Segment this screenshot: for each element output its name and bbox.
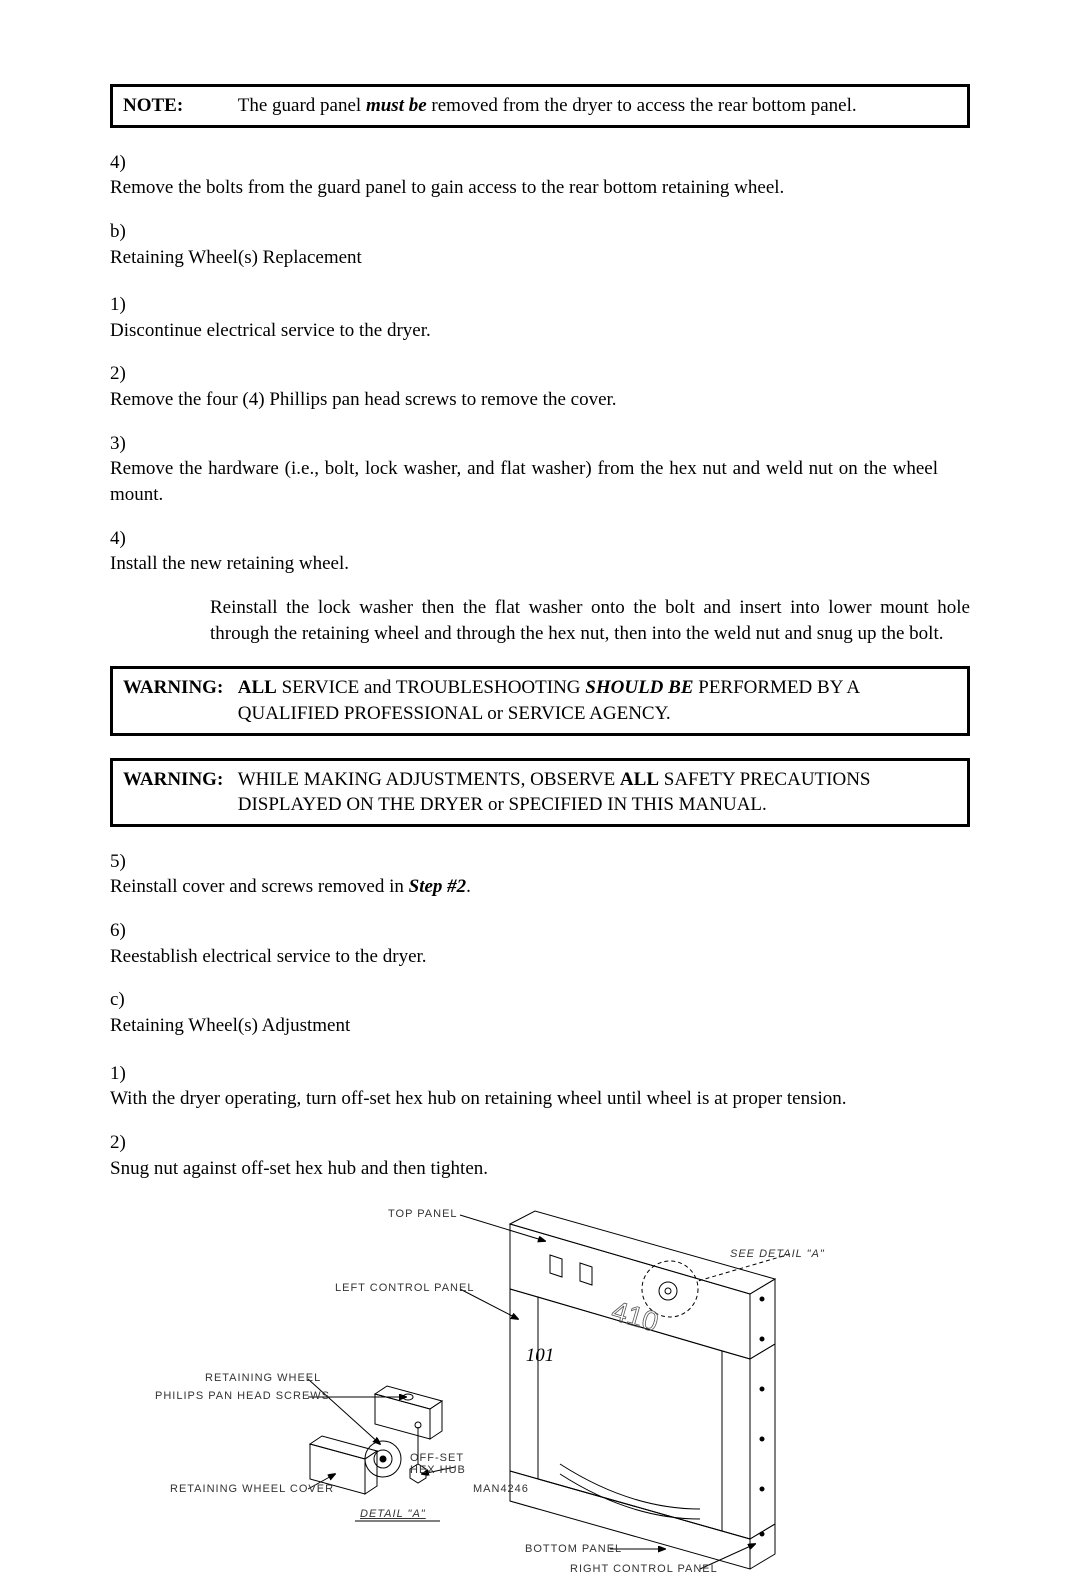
page-number: 101	[0, 1343, 1080, 1369]
sec-b-s4-num: 4)	[110, 526, 138, 552]
w1-l1-post: PERFORMED BY A	[694, 677, 861, 698]
sec-b-s6-num: 6)	[110, 918, 138, 944]
sec-b-s1-text: Discontinue electrical service to the dr…	[110, 318, 938, 344]
w1-l1-emph: SHOULD BE	[585, 677, 693, 698]
sec-b-s6-text: Reestablish electrical service to the dr…	[110, 944, 938, 970]
sec-b-s3-num: 3)	[110, 431, 138, 457]
sec-b-s3-text: Remove the hardware (i.e., bolt, lock wa…	[110, 456, 938, 507]
sec-b-s2-num: 2)	[110, 361, 138, 387]
sec-b-heading: b) Retaining Wheel(s) Replacement	[110, 219, 970, 270]
sec-a-step4-num: 4)	[110, 150, 138, 176]
sec-b-head-num: b)	[110, 219, 138, 245]
s5-emph: Step #2	[409, 876, 467, 897]
fig-right-control: RIGHT CONTROL PANEL	[570, 1562, 718, 1577]
s5-pre: Reinstall cover and screws removed in	[110, 876, 409, 897]
page: NOTE: The guard panel must be removed fr…	[0, 0, 1080, 1397]
fig-bottom-panel: BOTTOM PANEL	[525, 1542, 622, 1557]
sec-c-step1: 1) With the dryer operating, turn off-se…	[110, 1061, 970, 1112]
warning2-label: WARNING:	[123, 767, 233, 793]
sec-b-s5-num: 5)	[110, 849, 138, 875]
sec-b-step2: 2) Remove the four (4) Phillips pan head…	[110, 361, 970, 412]
sec-c-heading: c) Retaining Wheel(s) Adjustment	[110, 987, 970, 1038]
sec-b-s4-text: Install the new retaining wheel.	[110, 551, 938, 577]
sec-b-step3: 3) Remove the hardware (i.e., bolt, lock…	[110, 431, 970, 508]
sec-b-s4-para: Reinstall the lock washer then the flat …	[210, 595, 970, 646]
fig-detail-a: DETAIL "A"	[360, 1507, 426, 1522]
fig-left-control: LEFT CONTROL PANEL	[335, 1281, 474, 1296]
sec-b-head-text: Retaining Wheel(s) Replacement	[110, 245, 938, 271]
note-emph: must be	[366, 95, 427, 116]
sec-b-step4: 4) Install the new retaining wheel.	[110, 526, 970, 577]
fig-offset-l2: HEX HUB	[410, 1463, 466, 1478]
w2-l1-bold: ALL	[620, 769, 659, 790]
sec-a-step4: 4) Remove the bolts from the guard panel…	[110, 150, 970, 201]
w1-l1-pre: ALL	[238, 677, 277, 698]
note-post: removed from the dryer to access the rea…	[427, 95, 857, 116]
w2-l2: DISPLAYED ON THE DRYER or SPECIFIED IN T…	[238, 794, 767, 815]
sec-a-step4-text: Remove the bolts from the guard panel to…	[110, 175, 938, 201]
warning1-label: WARNING:	[123, 675, 233, 701]
w1-l1-mid: SERVICE and TROUBLESHOOTING	[277, 677, 585, 698]
sec-c-head-num: c)	[110, 987, 138, 1013]
w2-l1-pre: WHILE MAKING ADJUSTMENTS, OBSERVE	[238, 769, 620, 790]
note-label: NOTE:	[123, 93, 233, 119]
sec-c-head-text: Retaining Wheel(s) Adjustment	[110, 1013, 938, 1039]
warning2-box: WARNING: WHILE MAKING ADJUSTMENTS, OBSER…	[110, 758, 970, 827]
fig-man: MAN4246	[473, 1482, 529, 1497]
sec-c-s1-num: 1)	[110, 1061, 138, 1087]
sec-c-step2: 2) Snug nut against off-set hex hub and …	[110, 1130, 970, 1181]
note-pre: The guard panel	[238, 95, 366, 116]
w1-l2: QUALIFIED PROFESSIONAL or SERVICE AGENCY…	[238, 703, 671, 724]
note-body: The guard panel must be removed from the…	[238, 93, 952, 119]
warning1-body: ALL SERVICE and TROUBLESHOOTING SHOULD B…	[238, 675, 952, 726]
warning2-body: WHILE MAKING ADJUSTMENTS, OBSERVE ALL SA…	[238, 767, 952, 818]
fig-cover: RETAINING WHEEL COVER	[170, 1482, 334, 1497]
sec-c-s1-text: With the dryer operating, turn off-set h…	[110, 1086, 938, 1112]
s5-post: .	[466, 876, 471, 897]
sec-b-step6: 6) Reestablish electrical service to the…	[110, 918, 970, 969]
fig-top-panel: TOP PANEL	[388, 1207, 458, 1222]
note-box: NOTE: The guard panel must be removed fr…	[110, 84, 970, 128]
fig-retaining-wheel: RETAINING WHEEL	[205, 1371, 321, 1386]
sec-b-s5-text: Reinstall cover and screws removed in St…	[110, 874, 938, 900]
figure: 410	[110, 1199, 970, 1579]
sec-b-s2-text: Remove the four (4) Phillips pan head sc…	[110, 387, 938, 413]
model-number: 410	[608, 1295, 661, 1338]
w2-l1-post: SAFETY PRECAUTIONS	[659, 769, 871, 790]
sec-c-s2-num: 2)	[110, 1130, 138, 1156]
warning1-box: WARNING: ALL SERVICE and TROUBLESHOOTING…	[110, 666, 970, 735]
fig-see-detail: SEE DETAIL "A"	[730, 1247, 825, 1262]
sec-b-step5: 5) Reinstall cover and screws removed in…	[110, 849, 970, 900]
sec-c-s2-text: Snug nut against off-set hex hub and the…	[110, 1156, 938, 1182]
sec-b-step1: 1) Discontinue electrical service to the…	[110, 292, 970, 343]
sec-b-s1-num: 1)	[110, 292, 138, 318]
